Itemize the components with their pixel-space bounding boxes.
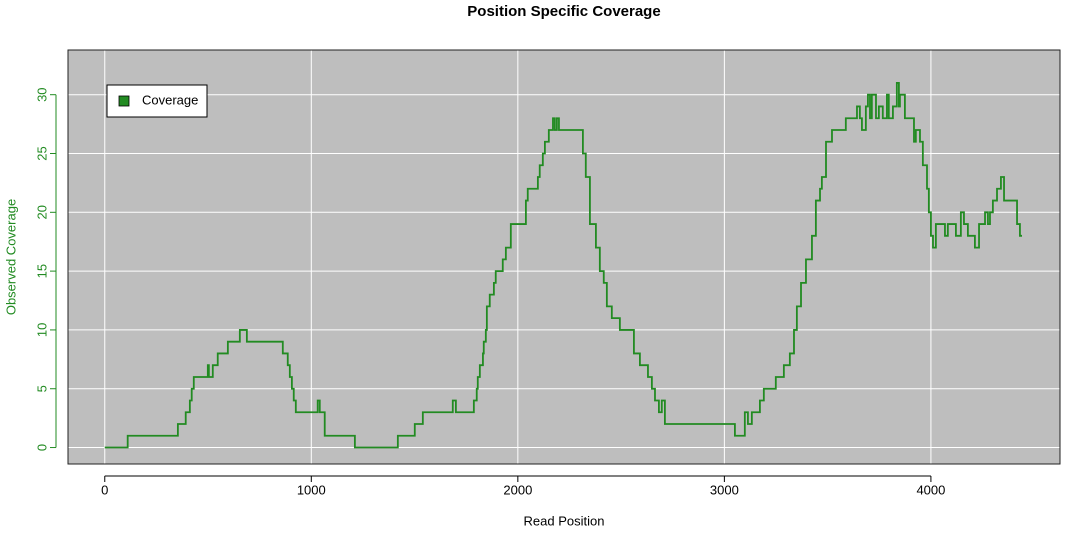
x-tick-label: 0 bbox=[101, 482, 108, 497]
y-tick-label: 10 bbox=[34, 323, 49, 337]
coverage-line bbox=[104, 82, 1022, 449]
legend-swatch bbox=[118, 95, 130, 107]
x-axis-title: Read Position bbox=[524, 513, 605, 528]
y-tick-label: 30 bbox=[34, 87, 49, 101]
x-tick-label: 2000 bbox=[503, 482, 532, 497]
y-tick-label: 25 bbox=[34, 146, 49, 160]
x-tick-label: 1000 bbox=[297, 482, 326, 497]
plot-background bbox=[68, 50, 1060, 464]
y-tick-label: 15 bbox=[34, 264, 49, 278]
y-tick-label: 5 bbox=[34, 385, 49, 392]
chart-title: Position Specific Coverage bbox=[467, 3, 660, 20]
plot-border bbox=[67, 49, 1061, 465]
x-tick-label: 3000 bbox=[710, 482, 739, 497]
y-tick-label: 20 bbox=[34, 205, 49, 219]
x-tick-label: 4000 bbox=[916, 482, 945, 497]
legend-label: Coverage bbox=[142, 92, 198, 107]
y-tick-label: 0 bbox=[34, 444, 49, 451]
y-axis-title: Observed Coverage bbox=[3, 199, 18, 315]
